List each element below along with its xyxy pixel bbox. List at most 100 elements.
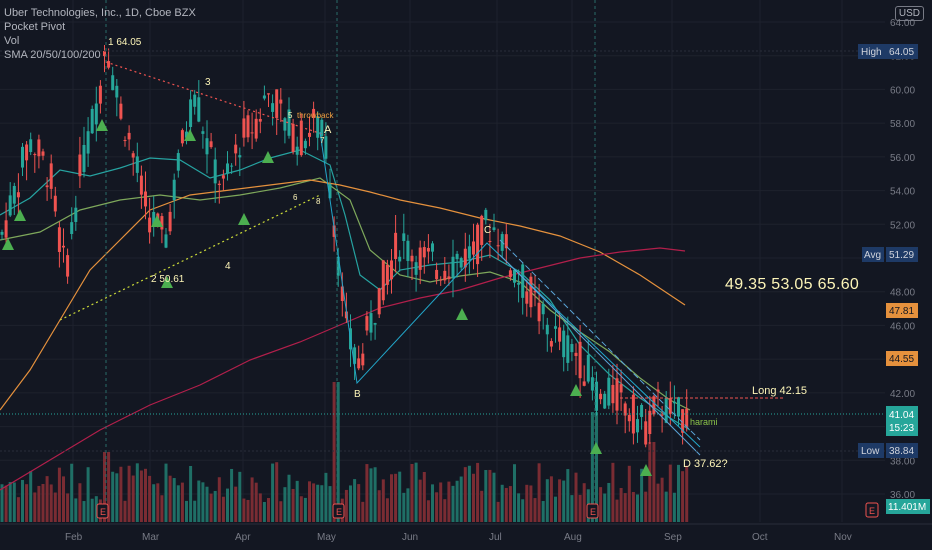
volume-bar	[636, 494, 639, 522]
volume-bar	[209, 493, 213, 522]
candle-body	[221, 175, 225, 179]
candle-body	[246, 115, 250, 138]
volume-bars	[0, 382, 689, 522]
volume-bar	[193, 500, 197, 522]
earnings-marker[interactable]	[586, 503, 599, 519]
candle-body	[488, 240, 492, 242]
volume-bar	[246, 499, 250, 522]
candle-body	[599, 393, 603, 400]
volume-bar	[21, 479, 24, 522]
volume-bar	[685, 465, 689, 522]
pocket-pivot-triangle	[570, 384, 582, 396]
volume-bar	[631, 492, 635, 522]
price-tags: High 64.05 Avg 51.29 47.81 44.55 41.04 1…	[858, 44, 930, 518]
volume-bar	[201, 482, 205, 522]
wave-1-label: 1 64.05	[108, 37, 142, 48]
candle-body	[451, 256, 455, 279]
candle-body	[390, 260, 393, 280]
earnings-marker[interactable]	[332, 503, 345, 519]
pocket-pivot-triangle	[151, 215, 163, 227]
candle-body	[78, 154, 82, 177]
candle-body	[685, 408, 689, 427]
candle-body	[312, 108, 316, 118]
volume-bar	[611, 462, 615, 522]
candle-body	[570, 344, 574, 353]
candle-body	[381, 260, 385, 301]
indicator-pocket-pivot[interactable]: Pocket Pivot	[4, 21, 66, 33]
candle-body	[0, 231, 4, 235]
indicator-sma[interactable]: SMA 20/50/100/200	[4, 49, 101, 61]
candle-body	[62, 245, 65, 248]
candle-body	[144, 191, 147, 207]
candle-body	[12, 185, 16, 204]
candle-body	[648, 410, 652, 434]
candle-body	[107, 61, 111, 68]
candle-body	[185, 131, 188, 138]
candle-body	[21, 146, 24, 168]
candle-body	[603, 393, 607, 409]
time-axis[interactable]: Feb Mar Apr May Jun Jul Aug Sep Oct Nov	[0, 523, 932, 543]
currency-badge[interactable]: USD	[894, 6, 924, 21]
volume-bar	[139, 470, 143, 522]
support-dotted-line	[59, 194, 321, 321]
candle-body	[152, 211, 156, 227]
harami-label: harami	[690, 417, 718, 427]
avg-tag-label: Avg	[864, 250, 881, 261]
candle-body	[525, 291, 529, 304]
pocket-pivot-triangle	[238, 213, 250, 225]
price-scale-label: 58.00	[890, 119, 915, 130]
candle-body	[16, 192, 20, 198]
candle-body	[472, 241, 475, 255]
low-tag-bg	[858, 443, 884, 458]
volume-bar	[78, 483, 82, 522]
volume-bar	[664, 491, 668, 522]
volume-bar	[189, 465, 193, 522]
volume-bar	[303, 497, 307, 522]
candle-body	[521, 264, 525, 298]
volume-bar	[62, 476, 65, 522]
volume-bar	[172, 478, 176, 522]
candle-body	[320, 119, 324, 137]
candle-body	[385, 264, 389, 285]
candle-body	[529, 276, 533, 308]
volume-bar	[0, 484, 4, 522]
candle-body	[549, 341, 553, 347]
candle-body	[275, 89, 279, 118]
earnings-marker[interactable]	[96, 503, 109, 519]
high-tag-bg	[858, 44, 886, 59]
indicator-volume[interactable]: Vol	[4, 35, 20, 47]
symbol-title[interactable]: Uber Technologies, Inc., 1D, Cboe BZX	[4, 7, 196, 19]
volume-bar	[549, 476, 553, 522]
volume-bar	[525, 484, 529, 522]
chart-annotations: 1 64.05 2 50.61 3 4 5 throwback 6 7 8 A …	[108, 37, 807, 470]
volume-bar	[250, 477, 254, 522]
candle-body	[234, 144, 238, 154]
earnings-marker-letter: E	[100, 507, 106, 517]
volume-bar	[267, 498, 270, 522]
volume-bar	[279, 501, 283, 522]
volume-bar	[595, 412, 598, 522]
volume-bar	[160, 495, 164, 522]
price-scale-label: 48.00	[890, 288, 915, 299]
low-tag-label: Low	[861, 446, 880, 457]
volume-bar	[537, 463, 541, 522]
candle-body	[435, 269, 439, 280]
candle-body	[619, 384, 623, 393]
pocket-pivot-markers	[2, 119, 652, 476]
price-scale-label: 56.00	[890, 153, 915, 164]
volume-bar	[472, 473, 475, 522]
volume-bar	[238, 471, 242, 522]
time-axis-label: Jun	[402, 532, 418, 543]
time-axis-label: Nov	[834, 532, 852, 543]
candle-body	[250, 132, 254, 134]
candle-body	[480, 215, 484, 245]
volume-bar	[33, 492, 37, 522]
volume-bar	[410, 464, 414, 522]
candle-body	[578, 341, 582, 379]
sma-a-tag-bg	[886, 303, 918, 318]
candle-body	[558, 327, 562, 342]
wave-7-label: 7	[320, 136, 325, 145]
volume-bar	[344, 489, 348, 522]
